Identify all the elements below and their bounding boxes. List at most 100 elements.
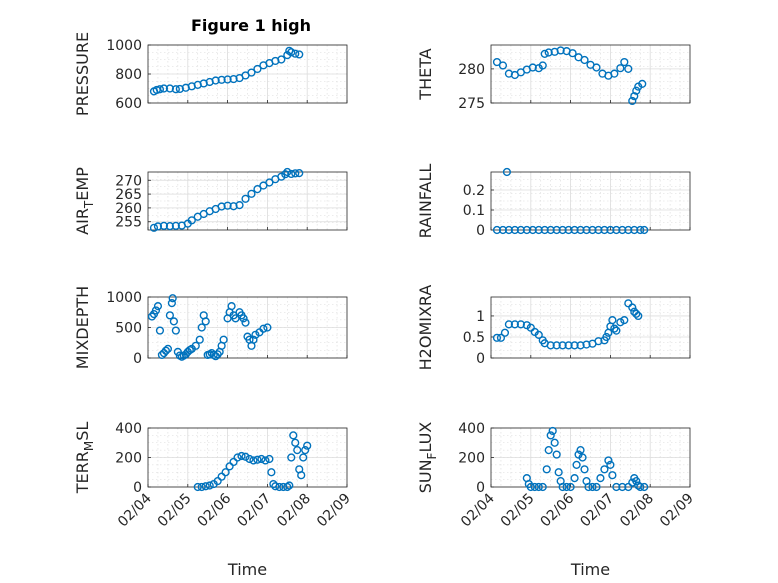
data-point [618, 482, 627, 492]
data-point [558, 225, 567, 235]
data-point [580, 465, 589, 474]
y-tick-label: 1000 [106, 38, 142, 54]
data-point [570, 225, 579, 235]
data-point [624, 64, 633, 73]
data-point [283, 167, 292, 177]
data-point [624, 299, 633, 308]
data-point [287, 48, 296, 57]
data-point [550, 438, 559, 447]
data-point [492, 225, 502, 235]
data-point [153, 222, 163, 231]
data-point [600, 225, 609, 235]
data-point [225, 462, 234, 471]
data-point [570, 341, 579, 350]
data-point [265, 454, 274, 464]
y-axis-label: AIRTEMP [73, 167, 96, 235]
data-point [556, 46, 565, 55]
data-point [534, 225, 543, 235]
data-point [213, 477, 222, 486]
data-point [165, 84, 174, 93]
data-point [253, 64, 262, 74]
y-tick-label: 270 [115, 173, 142, 189]
data-point [213, 350, 222, 359]
data-point [165, 222, 174, 231]
y-tick-label: 800 [115, 67, 142, 83]
data-point [239, 314, 248, 323]
data-point [155, 85, 165, 94]
data-point [253, 185, 262, 194]
x-tick-label: 02/05 [498, 491, 538, 531]
axes-frame [490, 44, 691, 104]
data-point [187, 216, 196, 225]
data-point [498, 61, 508, 70]
data-point [500, 328, 510, 337]
x-tick-label: 02/05 [155, 491, 195, 531]
x-tick-label: 02/09 [657, 491, 697, 531]
data-point [566, 482, 575, 492]
y-axis-label: SUNFLUX [416, 422, 439, 494]
data-point [291, 438, 300, 447]
data-point [193, 482, 202, 492]
data-point [612, 482, 621, 492]
data-point [568, 49, 577, 58]
data-point [287, 169, 296, 179]
data-point [616, 64, 625, 73]
y-tick-label: 200 [115, 451, 142, 467]
data-point [610, 69, 619, 78]
axes-frame [147, 171, 348, 231]
data-point [630, 92, 639, 101]
data-point [516, 225, 525, 235]
data-point [502, 167, 512, 177]
data-point [275, 482, 284, 492]
data-point [522, 225, 531, 235]
data-point [221, 468, 230, 477]
data-point [492, 333, 502, 342]
data-point [612, 225, 621, 235]
data-point [534, 330, 543, 339]
data-point [504, 320, 514, 329]
data-point [594, 225, 603, 235]
data-point [640, 225, 649, 235]
data-point [592, 63, 601, 72]
data-point [297, 471, 306, 480]
data-point [576, 341, 585, 350]
data-point [620, 316, 629, 325]
data-point [295, 50, 304, 59]
data-point [169, 317, 178, 326]
x-tick-label: 02/06 [195, 490, 235, 530]
data-point [608, 316, 617, 325]
subplot-rainfall: 0 0.1 0.2 RAINFALL [416, 164, 691, 239]
data-point [257, 454, 266, 464]
data-point [155, 326, 165, 335]
data-point [205, 481, 214, 490]
data-point [572, 460, 581, 469]
y-axis-label: RAINFALL [416, 164, 435, 239]
data-point [632, 477, 641, 486]
y-tick-label: 0.5 [463, 330, 485, 346]
data-point [534, 482, 543, 492]
y-tick-label: 275 [458, 96, 485, 112]
data-point [151, 306, 161, 315]
data-point [171, 326, 180, 335]
x-tick-label: 02/04 [458, 490, 498, 530]
y-axis-label: MIXDEPTH [73, 286, 92, 369]
y-axis-label: TERRMSL [73, 422, 96, 495]
y-tick-label: 500 [115, 321, 142, 337]
data-point [608, 471, 617, 480]
data-point [562, 482, 571, 492]
x-tick-label: 02/06 [538, 490, 578, 530]
data-point [610, 324, 619, 333]
data-point [301, 446, 310, 455]
y-tick-label: 0 [133, 480, 142, 496]
data-point [638, 79, 647, 88]
data-point [516, 320, 525, 329]
data-point [588, 482, 597, 492]
data-point [564, 341, 573, 350]
data-point [285, 481, 294, 490]
data-point [636, 225, 645, 235]
data-point [217, 472, 226, 481]
data-point [191, 341, 200, 350]
data-point [303, 441, 312, 450]
data-point [632, 86, 641, 95]
data-point [570, 474, 579, 483]
